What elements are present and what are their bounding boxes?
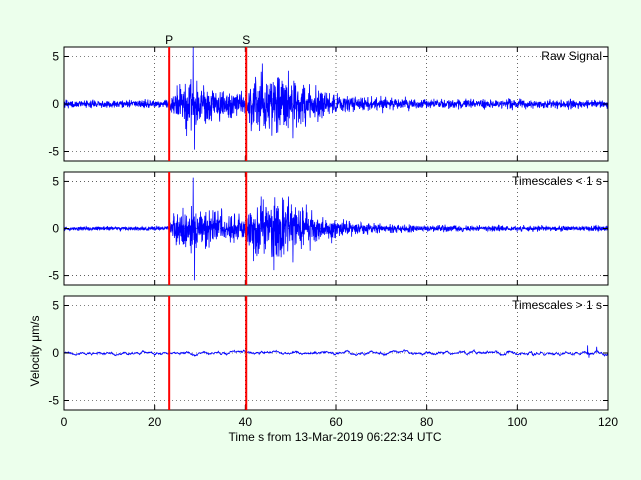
x-axis-label: Time s from 13-Mar-2019 06:22:34 UTC bbox=[229, 430, 442, 444]
x-tick-label: 120 bbox=[598, 415, 618, 429]
x-tick-label: 0 bbox=[61, 415, 68, 429]
y-tick-label: 5 bbox=[52, 50, 59, 64]
x-tick-label: 100 bbox=[507, 415, 527, 429]
panel-title: Raw Signal bbox=[541, 49, 602, 63]
y-tick-label: 0 bbox=[52, 346, 59, 360]
x-tick-label: 80 bbox=[420, 415, 434, 429]
phase-marker-label: S bbox=[242, 33, 250, 47]
x-tick-label: 60 bbox=[329, 415, 343, 429]
panel-title: Timescales > 1 s bbox=[512, 298, 602, 312]
panel-title: Timescales < 1 s bbox=[512, 174, 602, 188]
y-tick-label: -5 bbox=[48, 145, 59, 159]
y-tick-label: 0 bbox=[52, 97, 59, 111]
panel-1: -5 0 5 Raw Signal bbox=[48, 46, 609, 162]
signal-trace bbox=[63, 345, 609, 358]
y-axis-label: Velocity μm/s bbox=[28, 316, 42, 387]
y-tick-label: -5 bbox=[48, 394, 59, 408]
y-tick-label: 5 bbox=[52, 299, 59, 313]
x-tick-label: 40 bbox=[239, 415, 253, 429]
signal-trace bbox=[63, 177, 609, 281]
axis-labels-layer: Time s from 13-Mar-2019 06:22:34 UTC Vel… bbox=[28, 316, 442, 444]
y-tick-label: 0 bbox=[52, 222, 59, 236]
y-tick-label: 5 bbox=[52, 174, 59, 188]
signal-trace bbox=[63, 46, 609, 150]
x-tick-label: 20 bbox=[148, 415, 162, 429]
panel-2: -5 0 5 Timescales < 1 s bbox=[48, 171, 609, 286]
phase-marker-label: P bbox=[165, 33, 173, 47]
y-tick-label: -5 bbox=[48, 269, 59, 283]
